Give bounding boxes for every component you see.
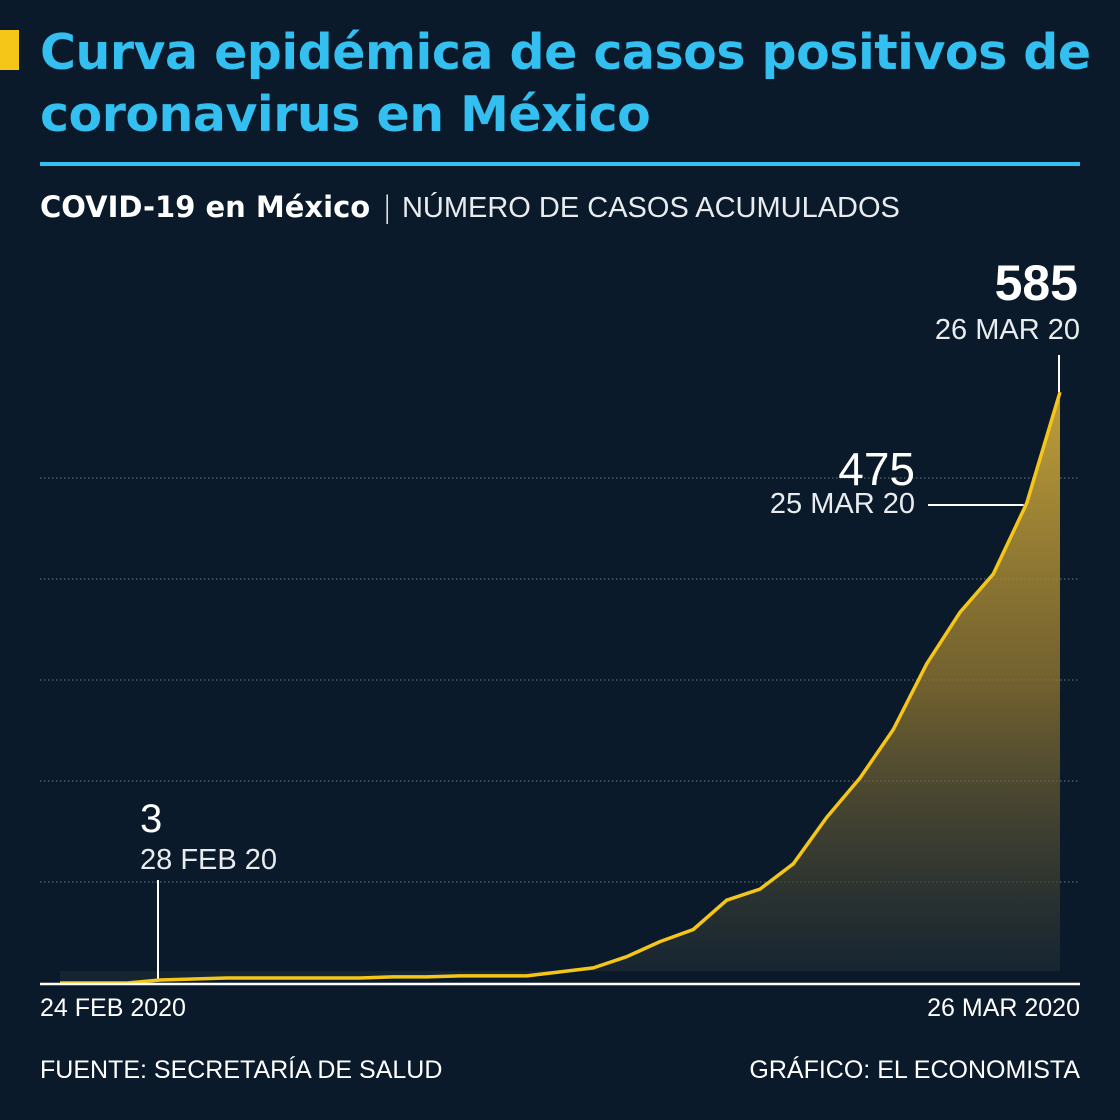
area-fill bbox=[60, 392, 1060, 984]
subtitle-thin: NÚMERO DE CASOS ACUMULADOS bbox=[401, 192, 900, 224]
x-tick-end: 26 MAR 2020 bbox=[927, 994, 1080, 1022]
page-title: Curva epidémica de casos positivos de co… bbox=[40, 24, 1091, 143]
series-line bbox=[60, 391, 1062, 985]
source-note: FUENTE: SECRETARÍA DE SALUD bbox=[40, 1056, 443, 1084]
annotation-value-475: 475 bbox=[838, 443, 915, 495]
annotation-value-585: 585 bbox=[994, 255, 1078, 311]
annotation-date-26-mar: 26 MAR 20 bbox=[934, 314, 1080, 346]
annotation-date-28-feb: 28 FEB 20 bbox=[140, 844, 278, 876]
subtitle-bold: COVID-19 en México bbox=[40, 190, 371, 224]
x-tick-start: 24 FEB 2020 bbox=[40, 994, 186, 1022]
credit-note: GRÁFICO: EL ECONOMISTA bbox=[749, 1056, 1080, 1084]
title-divider bbox=[40, 162, 1080, 166]
annotation-leaders bbox=[157, 355, 1060, 980]
subtitle-separator: | bbox=[382, 190, 392, 224]
gridlines bbox=[40, 477, 1080, 883]
annotation-date-25-mar: 25 MAR 20 bbox=[769, 488, 915, 520]
annotation-value-3: 3 bbox=[140, 797, 163, 841]
accent-block bbox=[0, 30, 19, 70]
chart-subtitle: COVID-19 en México | NÚMERO DE CASOS ACUMU… bbox=[40, 190, 900, 225]
